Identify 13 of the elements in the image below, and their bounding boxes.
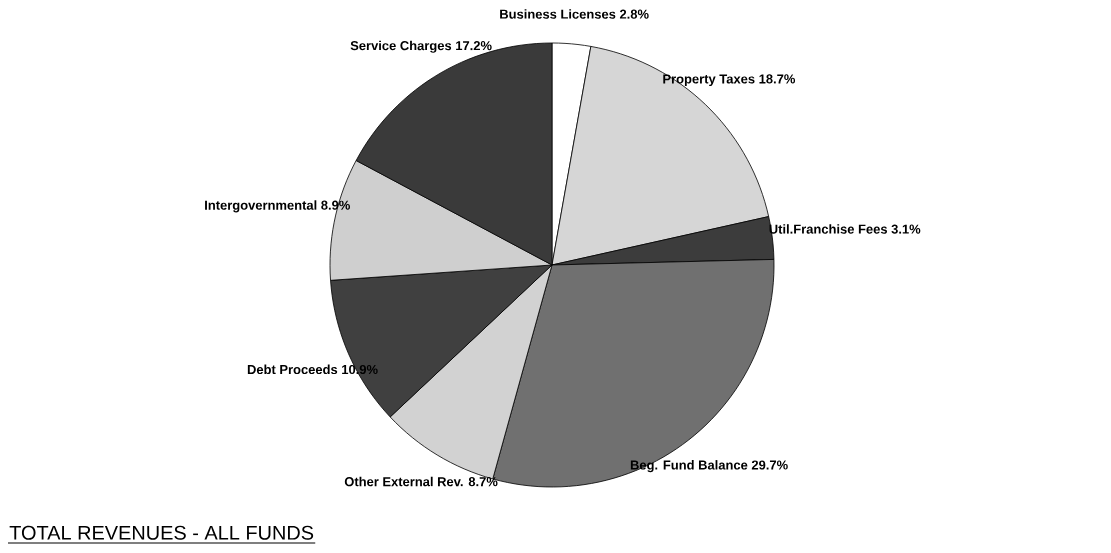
text: TOTAL REVENUES - ALL FUNDS: [9, 525, 314, 540]
slice-label: Intergovernmental: [205, 200, 317, 213]
data-label: 3.1%: [891, 224, 921, 234]
data-label: 2.8%: [619, 9, 649, 19]
slice-label: Other External Rev.: [344, 476, 463, 487]
data-label: 8.7%: [468, 477, 498, 487]
data-label: 17.2%: [456, 41, 492, 51]
data-label: 8.9%: [321, 200, 350, 210]
data-label: 29.7%: [751, 460, 788, 470]
slice-label: Business Licenses: [500, 9, 616, 19]
slice-label: Debt Proceeds: [247, 364, 338, 375]
slice-label: Service Charges: [350, 40, 452, 53]
data-label: 18.7%: [759, 74, 796, 84]
